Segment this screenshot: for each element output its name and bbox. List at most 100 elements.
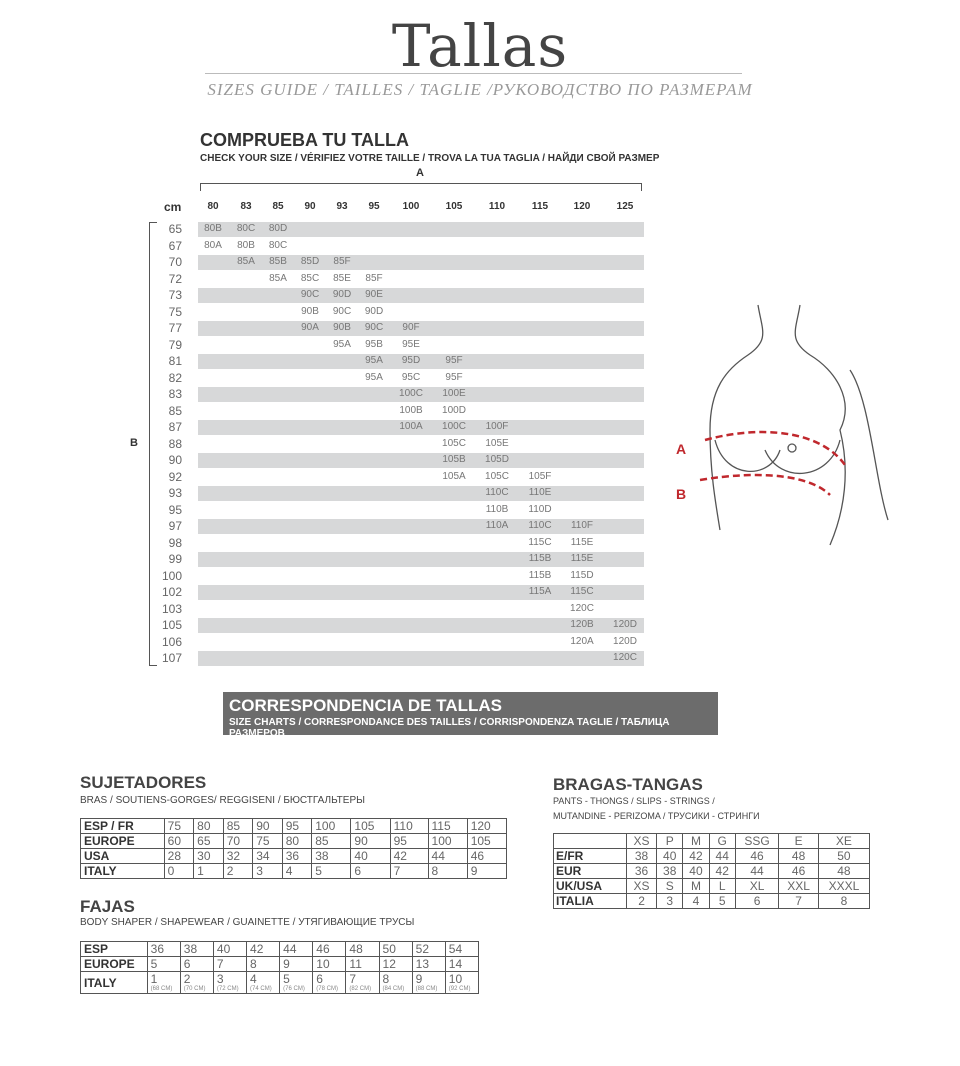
table-cell: 110 <box>389 818 429 834</box>
cell-value: 42 <box>393 849 407 863</box>
cell-note: (82 CM) <box>349 986 372 992</box>
cell-value: ITALY <box>84 864 117 878</box>
cell-value: 8 <box>250 957 257 971</box>
cell-value: 11 <box>349 957 362 971</box>
table-cell: 38 <box>311 848 352 864</box>
size-cell: 120B <box>570 619 594 630</box>
cell-value: EUROPE <box>84 834 135 848</box>
row-header: 81 <box>168 354 182 368</box>
shaper-subheading: BODY SHAPER / SHAPEWEAR / GUAINETTE / УТ… <box>80 917 415 928</box>
cell-value: 6 <box>753 894 761 908</box>
cell-value: 2 <box>183 972 191 986</box>
correspondence-heading: CORRESPONDENCIA DE TALLAS <box>229 696 502 715</box>
cell-value: 42 <box>715 864 729 878</box>
size-cell: 115E <box>570 536 594 548</box>
row-label: E/FR <box>553 848 627 864</box>
cell-value: 90 <box>256 819 270 833</box>
row-band <box>198 255 644 270</box>
table-row: E/FR 38 40 42 44 46 48 50 <box>553 848 871 864</box>
cell-value: G <box>717 834 727 848</box>
cell-value: 5 <box>150 957 158 971</box>
cell-value: 44 <box>283 942 297 956</box>
cell-value: 9 <box>283 957 290 971</box>
size-cell: 90D <box>364 305 384 317</box>
cell-value: 75 <box>256 834 270 848</box>
row-header: 90 <box>168 453 182 467</box>
size-cell: 100A <box>399 421 423 432</box>
cell-value: 95 <box>285 819 300 833</box>
size-cell: 80B <box>204 223 222 234</box>
table-cell: 42 <box>708 863 736 879</box>
bras-table: ESP / FR 75 80 85 90 95 100 105 110 115 120 EUROPE 6… <box>80 818 508 879</box>
cell-value: 12 <box>382 957 396 971</box>
table-cell: M <box>682 878 710 894</box>
table-cell: 1 <box>193 863 224 879</box>
size-cell: 110A <box>485 520 509 531</box>
table-cell: 8 <box>427 863 468 879</box>
size-cell: 90D <box>332 289 352 300</box>
page-title: Tallas <box>391 12 569 80</box>
cell-value: 40 <box>216 942 231 956</box>
table-cell: 6 <box>734 893 780 909</box>
cell-value: 32 <box>226 849 241 863</box>
cell-value: 40 <box>689 864 703 878</box>
table-cell: 3 (72 CM) <box>212 971 248 994</box>
table-row: ITALY 0 1 2 3 4 5 6 7 8 9 <box>80 863 508 879</box>
row-band <box>198 321 644 336</box>
table-cell: 30 <box>193 848 224 864</box>
table-row: ESP / FR 75 80 85 90 95 100 105 110 115 120 <box>80 818 508 834</box>
row-header: 103 <box>161 601 182 616</box>
row-band <box>198 387 644 402</box>
cell-value: L <box>718 879 726 893</box>
cell-note: (72 CM) <box>216 986 239 992</box>
cell-value: 4 <box>250 972 257 986</box>
row-band <box>198 552 644 567</box>
cell-value: 40 <box>663 849 677 863</box>
table-row: USA 28 30 32 34 36 38 40 42 44 46 <box>80 848 508 864</box>
row-label: ITALY <box>80 863 165 879</box>
size-cell: 100B <box>399 404 423 416</box>
cell-value: 48 <box>791 849 806 863</box>
cell-value: 36 <box>634 864 649 878</box>
table-cell: 8 <box>246 956 281 972</box>
row-header: 73 <box>168 288 182 302</box>
figure-label-b: B <box>676 486 686 502</box>
size-cell: 120C <box>570 602 594 614</box>
table-cell: 7 <box>389 863 429 879</box>
row-header: 67 <box>168 238 182 253</box>
pants-subheading-1: PANTS - THONGS / SLIPS - STRINGS / <box>553 796 715 806</box>
cell-value: 8 <box>382 972 390 986</box>
correspondence-banner: CORRESPONDENCIA DE TALLAS SIZE CHARTS / … <box>223 692 718 739</box>
row-label: ESP <box>80 941 148 957</box>
size-cell: 85A <box>237 256 255 267</box>
row-band <box>198 519 644 534</box>
cell-value: 5 <box>315 864 322 878</box>
table-cell: 100 <box>311 818 352 834</box>
cell-value: ESP / FR <box>84 819 134 833</box>
size-cell: 85E <box>333 272 351 284</box>
table-cell: 40 <box>350 848 391 864</box>
column-header: 125 <box>616 201 634 212</box>
table-cell: 52 <box>411 941 446 957</box>
row-label: EUROPE <box>80 833 165 849</box>
cell-value: 8 <box>840 894 848 908</box>
table-cell: 2 <box>625 893 658 909</box>
row-header: 95 <box>168 502 182 517</box>
cell-value: E/FR <box>556 849 584 863</box>
size-cell: 85F <box>333 256 351 267</box>
table-cell: 7 (82 CM) <box>345 971 380 994</box>
table-row: ESP 36 38 40 42 44 46 48 50 52 54 <box>80 941 480 957</box>
table-cell: 38 <box>179 941 214 957</box>
cell-value: 100 <box>315 819 336 833</box>
cell-value: 13 <box>415 957 430 971</box>
column-header: 90 <box>304 201 316 212</box>
cell-value: 46 <box>470 849 485 863</box>
cell-value: 30 <box>197 849 211 863</box>
table-cell: XE <box>817 833 871 849</box>
table-cell: 10 (92 CM) <box>444 971 480 994</box>
table-cell: 40 <box>212 941 248 957</box>
size-cell: 110B <box>485 503 509 515</box>
size-cell: 105B <box>442 454 466 465</box>
cell-value: 46 <box>316 942 330 956</box>
cell-note: (74 CM) <box>250 986 272 992</box>
